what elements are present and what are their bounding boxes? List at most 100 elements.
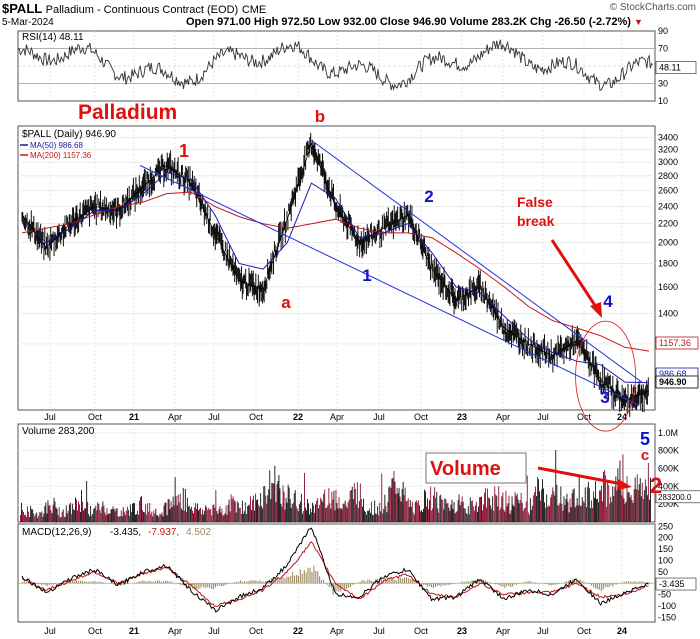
macd-histogram-bar — [404, 577, 406, 584]
macd-histogram-bar — [95, 581, 97, 584]
false-break-label: False — [517, 194, 553, 210]
volume-wave-label-c: c — [641, 447, 649, 464]
volume-bar — [381, 473, 383, 522]
volume-bar — [470, 501, 472, 522]
macd-histogram-bar — [139, 581, 141, 584]
macd-histogram-bar — [643, 581, 645, 584]
macd-histogram-bar — [583, 581, 585, 584]
volume-bar — [46, 513, 48, 522]
volume-bar — [297, 511, 299, 522]
volume-bar — [255, 493, 256, 522]
macd-histogram-bar — [392, 578, 394, 584]
macd-last-value: -3.435 — [659, 579, 685, 589]
macd-histogram-bar — [525, 581, 527, 584]
macd-histogram-bar — [623, 582, 625, 584]
rsi-tick-label: 30 — [658, 79, 668, 89]
macd-x-tick-label: 24 — [617, 626, 627, 636]
macd-histogram-bar — [261, 581, 263, 584]
macd-title: MACD(12,26,9) — [22, 527, 91, 538]
volume-bar — [394, 481, 396, 522]
volume-bar — [497, 506, 499, 522]
volume-bars — [20, 450, 651, 522]
volume-bar — [308, 503, 309, 522]
volume-bar — [572, 489, 574, 522]
macd-histogram-bar — [162, 581, 164, 584]
volume-bar — [477, 512, 478, 522]
volume-bar — [596, 499, 597, 522]
macd-histogram-bar — [544, 583, 546, 584]
macd-histogram-bar — [103, 582, 105, 584]
volume-bar — [465, 513, 467, 522]
macd-histogram-bar — [523, 582, 525, 584]
watermark: © StockCharts.com — [609, 2, 696, 13]
volume-bar — [541, 489, 542, 522]
volume-bar — [23, 512, 24, 522]
volume-bar — [425, 491, 426, 522]
volume-bar — [242, 513, 244, 522]
volume-bar — [534, 492, 535, 522]
volume-bar — [350, 489, 352, 522]
macd-histogram-bar — [37, 583, 39, 585]
volume-bar — [423, 508, 424, 522]
volume-bar — [357, 508, 359, 522]
volume-bar — [311, 512, 312, 522]
volume-bar — [227, 504, 229, 522]
chart-header: $PALL Palladium - Continuous Contract (E… — [0, 0, 700, 30]
macd-histogram-bar — [207, 583, 209, 588]
macd-histogram-bar — [556, 583, 558, 585]
volume-bar — [120, 510, 122, 522]
volume-bar — [139, 500, 140, 522]
volume-bar — [501, 496, 503, 522]
volume-bar — [354, 489, 356, 522]
volume-bar — [400, 501, 402, 522]
volume-bar — [212, 505, 214, 522]
volume-bar — [292, 502, 294, 522]
volume-bar — [343, 503, 345, 522]
volume-bar — [63, 516, 65, 522]
macd-x-tick-label: 23 — [457, 626, 467, 636]
macd-histogram-bar — [110, 583, 112, 585]
volume-bar — [214, 507, 216, 522]
volume-bar — [82, 501, 83, 522]
volume-bar — [440, 494, 442, 522]
macd-histogram-bar — [226, 583, 228, 585]
volume-bar — [104, 512, 106, 522]
volume-bar — [455, 512, 457, 522]
rsi-last-tag — [655, 61, 697, 75]
volume-bar — [415, 500, 417, 522]
volume-bar — [351, 486, 353, 522]
volume-bar — [556, 484, 558, 522]
volume-bar — [329, 503, 331, 522]
volume-bar — [474, 505, 476, 522]
volume-big-label: Volume — [430, 458, 501, 480]
volume-bar — [201, 514, 203, 522]
volume-bar — [498, 486, 500, 522]
macd-histogram-bar — [220, 583, 222, 587]
volume-bar — [615, 476, 617, 522]
volume-bar — [20, 515, 21, 522]
macd-histogram-bar — [216, 583, 218, 586]
macd-histogram-bar — [193, 583, 195, 590]
volume-bar — [229, 511, 231, 522]
volume-bar — [159, 513, 161, 522]
volume-bar — [483, 504, 484, 522]
volume-bar — [62, 509, 64, 522]
volume-bar — [316, 500, 318, 522]
macd-histogram-bar — [579, 579, 581, 584]
volume-bar — [585, 507, 587, 522]
volume-bar — [427, 498, 428, 522]
macd-histogram-bar — [546, 583, 548, 585]
macd-histogram-bar — [568, 580, 570, 584]
volume-bar — [164, 502, 166, 522]
macd-histogram-bar — [278, 579, 280, 584]
macd-tick-label: 150 — [658, 544, 673, 554]
price-tick-label: 2800 — [658, 171, 678, 181]
volume-bar — [65, 505, 67, 522]
volume-bar — [519, 500, 521, 522]
volume-bar — [359, 483, 361, 522]
macd-histogram-bar — [423, 583, 425, 585]
volume-bar — [305, 507, 306, 522]
volume-tick-label: 1.0M — [658, 428, 678, 438]
volume-bar — [379, 502, 381, 522]
